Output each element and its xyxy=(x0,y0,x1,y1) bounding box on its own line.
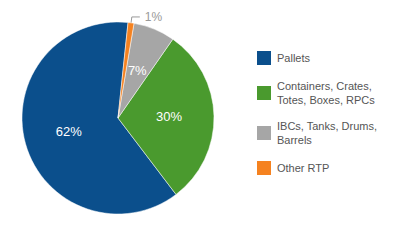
svg-text:62%: 62% xyxy=(56,124,82,139)
svg-text:30%: 30% xyxy=(156,109,182,124)
svg-text:Other RTP: Other RTP xyxy=(277,162,329,174)
svg-text:IBCs, Tanks, Drums,: IBCs, Tanks, Drums, xyxy=(277,120,380,132)
svg-text:Pallets: Pallets xyxy=(277,52,311,64)
svg-text:Barrels: Barrels xyxy=(277,134,312,146)
svg-text:Totes, Boxes, RPCs: Totes, Boxes, RPCs xyxy=(277,94,375,106)
svg-text:1%: 1% xyxy=(145,10,163,24)
svg-text:Containers, Crates,: Containers, Crates, xyxy=(277,80,375,92)
svg-text:7%: 7% xyxy=(128,63,147,78)
